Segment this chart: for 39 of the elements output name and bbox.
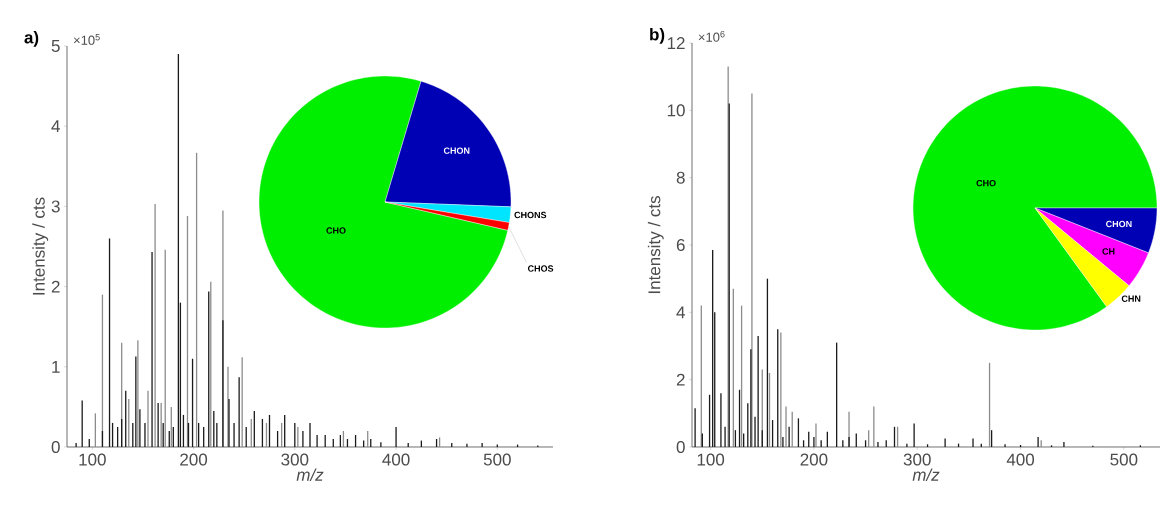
slice-label: CHON [1106,220,1132,228]
x-tick-label: 200 [800,453,828,466]
y-tick-label: 2 [51,280,60,293]
x-tick-label: 300 [903,453,931,466]
chart-title: a) [24,30,39,47]
y-tick-label: 4 [51,120,60,133]
x-tick-label: 200 [180,453,208,466]
slice-label: CHOS [527,265,554,272]
x-tick-label: 300 [281,453,309,466]
y-tick-label: 1 [52,360,60,373]
x-tick-label: 400 [1006,453,1035,466]
x-tick-label: 100 [79,453,106,466]
x-tick-label: 500 [483,453,511,466]
x-tick-label: 500 [1110,453,1138,466]
y-tick-label: 3 [51,200,60,213]
x-axis-title: m/z [296,468,324,481]
y-tick-label: 12 [667,37,685,49]
slice-label: CHO [326,227,346,234]
x-axis-title: m/z [912,468,940,481]
y-tick-label: 0 [51,440,60,454]
y-tick-label: 10 [667,104,685,117]
slice-label: CHN [1121,295,1141,302]
y-tick-label: 0 [676,440,685,454]
slice-label: CHO [976,179,996,187]
slice-label: CH [1102,248,1115,255]
slice-label: CHON [443,147,470,154]
y-tick-label: 6 [676,238,685,252]
x-tick-label: 100 [697,453,725,466]
y-axis-title: Intensity / cts [32,197,49,295]
chart-title: b) [650,27,665,44]
x-tick-label: 400 [382,453,410,466]
slice-label: CHONS [514,211,547,219]
y-tick-label: 8 [676,171,685,184]
text: ×10$^{5}$ [73,34,100,45]
y-axis-title: Intensity / cts [647,196,664,294]
text: ×10$^{6}$ [698,30,725,42]
y-tick-label: 4 [676,306,685,319]
y-tick-label: 2 [676,373,685,386]
y-tick-label: 5 [51,40,60,52]
